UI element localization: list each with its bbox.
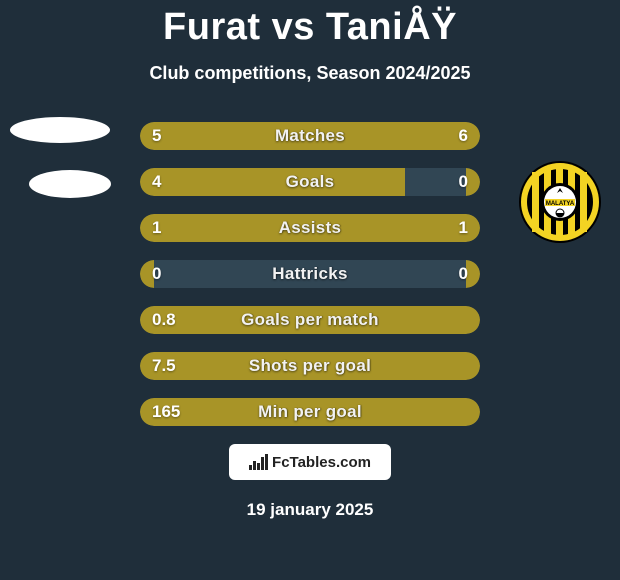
team-right-logo: MALATYA: [510, 160, 610, 245]
stat-row: Assists1 1: [140, 214, 480, 242]
stat-label: Matches: [140, 122, 480, 150]
stat-row: Min per goal165: [140, 398, 480, 426]
watermark: FcTables.com: [229, 444, 391, 480]
stat-value-right: 0: [459, 260, 468, 288]
watermark-text: FcTables.com: [272, 454, 371, 471]
stat-value-right: 6: [459, 122, 468, 150]
stat-value-left: 0: [152, 260, 161, 288]
stat-value-left: 1: [152, 214, 161, 242]
watermark-label: FcTables.com: [249, 454, 371, 471]
stat-row: Hattricks0 0: [140, 260, 480, 288]
team-left-logo: [10, 116, 110, 201]
stat-label: Hattricks: [140, 260, 480, 288]
stat-value-right: 1: [459, 214, 468, 242]
bar-chart-icon: [249, 454, 269, 470]
stat-value-left: 4: [152, 168, 161, 196]
page-subtitle: Club competitions, Season 2024/2025: [0, 63, 620, 84]
stat-row: Matches5 6: [140, 122, 480, 150]
stat-label: Goals: [140, 168, 480, 196]
stat-value-left: 7.5: [152, 352, 176, 380]
stat-label: Min per goal: [140, 398, 480, 426]
stat-row: Goals4 0: [140, 168, 480, 196]
stat-label: Assists: [140, 214, 480, 242]
page-title: Furat vs TaniÅŸ: [0, 0, 620, 49]
page-date: 19 january 2025: [0, 500, 620, 520]
logo-ellipse: [29, 170, 111, 198]
stat-value-left: 0.8: [152, 306, 176, 334]
stat-value-left: 5: [152, 122, 161, 150]
comparison-area: MALATYA Matches5 6 Goals4 0 Assists1 1 Hattric…: [0, 122, 620, 426]
club-badge-icon: MALATYA: [510, 160, 610, 245]
stat-label: Goals per match: [140, 306, 480, 334]
badge-text: MALATYA: [546, 201, 575, 207]
stat-row: Goals per match0.8: [140, 306, 480, 334]
stat-row: Shots per goal7.5: [140, 352, 480, 380]
stat-label: Shots per goal: [140, 352, 480, 380]
stat-value-right: 0: [459, 168, 468, 196]
logo-ellipse: [10, 117, 110, 143]
stat-value-left: 165: [152, 398, 180, 426]
